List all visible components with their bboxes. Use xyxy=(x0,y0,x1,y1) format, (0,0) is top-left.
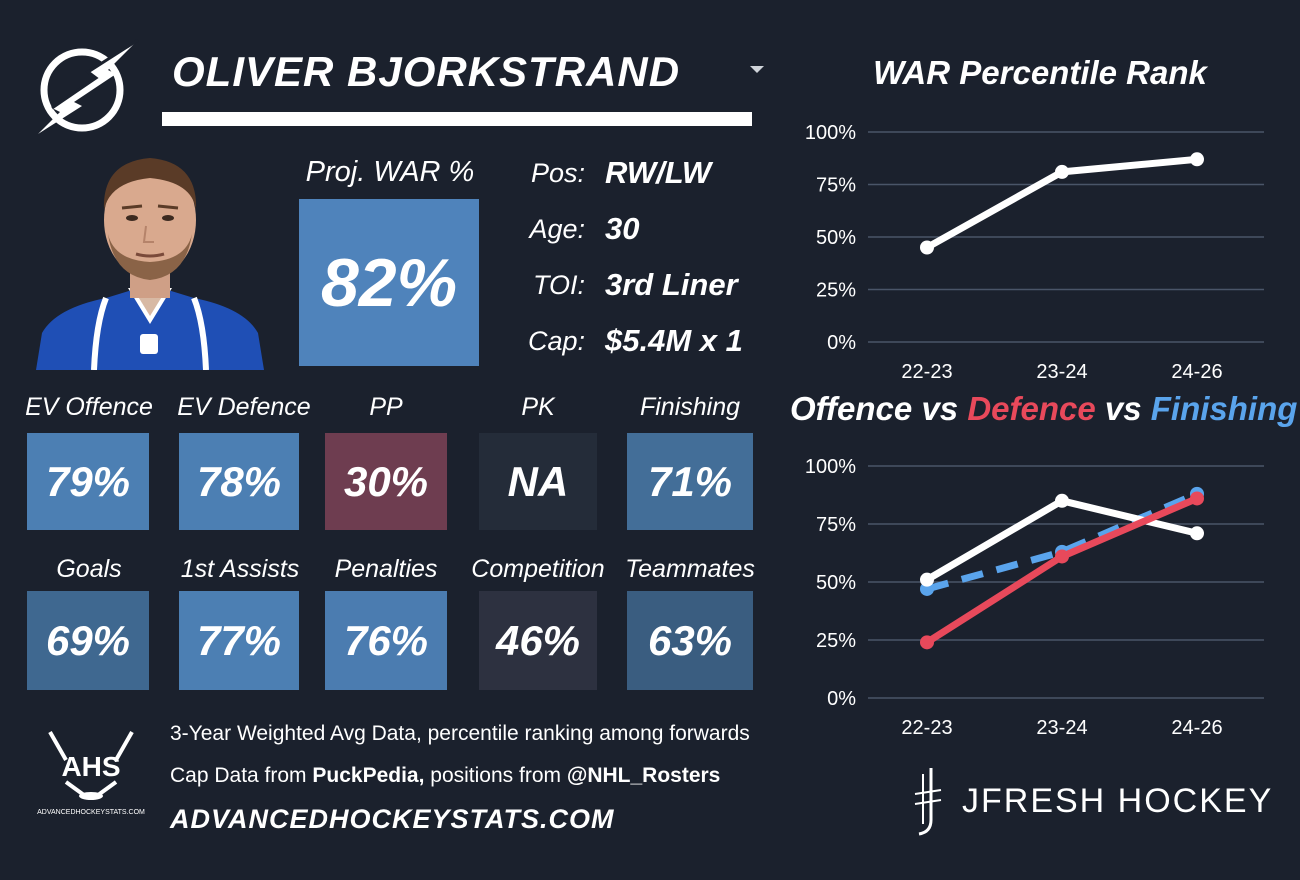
footer-data-note: 3-Year Weighted Avg Data, percentile ran… xyxy=(170,722,750,745)
x-tick-label: 22-23 xyxy=(901,717,952,739)
y-tick-label: 75% xyxy=(816,514,856,536)
tile-ev-offence: 79% xyxy=(27,433,149,530)
y-tick-label: 75% xyxy=(816,175,856,197)
chart2-title-offence: Offence xyxy=(790,390,913,427)
tile-label-1st-assists: 1st Assists xyxy=(180,555,300,583)
ahs-logo-subtext: ADVANCEDHOCKEYSTATS.COM xyxy=(37,809,145,816)
position-label: Pos: xyxy=(530,158,585,188)
age-label: Age: xyxy=(529,214,585,244)
y-tick-label: 100% xyxy=(805,456,856,478)
y-tick-label: 50% xyxy=(816,572,856,594)
offence-defence-finishing-chart: 0% 25% 50% 75% 100% 22-23 23-24 24-26 xyxy=(805,456,1264,739)
y-tick-label: 0% xyxy=(827,688,856,710)
tile-label-goals: Goals xyxy=(56,555,122,583)
data-point xyxy=(920,240,934,255)
series-line-finishing xyxy=(926,490,1199,593)
chart1-title: WAR Percentile Rank xyxy=(873,54,1207,91)
data-point xyxy=(1190,152,1204,167)
chart2-title-vs2: vs xyxy=(1095,390,1151,427)
chart2-title-vs1: vs xyxy=(912,390,968,427)
tile-label-pp: PP xyxy=(369,393,403,421)
chart2-title: Offence vs Defence vs Finishing xyxy=(790,388,1297,430)
chart2-title-defence: Defence xyxy=(967,390,1096,427)
footer-sources-prefix: Cap Data from xyxy=(170,764,313,787)
footer-sources: Cap Data from PuckPedia, positions from … xyxy=(170,762,720,790)
tile-label-ev-defence: EV Defence xyxy=(177,393,311,421)
cap-label: Cap: xyxy=(527,326,585,356)
brand-name: JFRESH HOCKEY xyxy=(962,782,1274,820)
x-tick-label: 22-23 xyxy=(901,361,952,380)
x-tick-label: 24-26 xyxy=(1171,361,1222,380)
position-value: RW/LW xyxy=(605,155,712,190)
tile-label-teammates: Teammates xyxy=(625,555,755,583)
tile-label-finishing: Finishing xyxy=(639,393,741,421)
ahs-logo-text: AHS xyxy=(61,751,120,782)
age-value: 30 xyxy=(605,211,640,246)
toi-label: TOI: xyxy=(532,270,585,300)
data-point xyxy=(1055,493,1069,508)
tile-1st-assists: 77% xyxy=(179,591,299,690)
footer-sources-mid: positions from xyxy=(424,764,567,787)
toi-value: 3rd Liner xyxy=(605,267,738,302)
y-tick-label: 25% xyxy=(816,630,856,652)
data-point xyxy=(1190,526,1204,541)
data-point xyxy=(920,572,934,587)
data-point xyxy=(1055,164,1069,179)
x-tick-label: 24-26 xyxy=(1171,717,1222,739)
tile-competition: 46% xyxy=(479,591,597,690)
tile-penalties: 76% xyxy=(325,591,447,690)
data-point xyxy=(1190,491,1204,506)
tile-pp: 30% xyxy=(325,433,447,530)
chart2-title-finishing: Finishing xyxy=(1150,390,1298,427)
tile-label-pk: PK xyxy=(521,393,555,421)
y-tick-label: 100% xyxy=(805,122,856,144)
player-name: OLIVER BJORKSTRAND xyxy=(172,48,681,95)
x-tick-label: 23-24 xyxy=(1036,361,1087,380)
footer-source-puckpedia[interactable]: PuckPedia, xyxy=(312,764,425,787)
data-point xyxy=(1055,549,1069,564)
footer-url[interactable]: ADVANCEDHOCKEYSTATS.COM xyxy=(170,804,615,834)
team-logo xyxy=(38,38,139,134)
y-tick-label: 50% xyxy=(816,227,856,249)
cap-value: $5.4M x 1 xyxy=(605,323,743,358)
war-percentile-chart: 0% 25% 50% 75% 100% 22-23 23-24 24-26 xyxy=(805,122,1264,380)
tile-pk: NA xyxy=(479,433,597,530)
tile-ev-defence: 78% xyxy=(179,433,299,530)
jfresh-logo-icon xyxy=(914,768,942,836)
data-point xyxy=(920,635,934,650)
player-headshot xyxy=(36,158,264,370)
tile-teammates: 63% xyxy=(627,591,753,690)
tile-goals: 69% xyxy=(27,591,149,690)
tile-label-penalties: Penalties xyxy=(334,555,438,583)
tile-finishing: 71% xyxy=(627,433,753,530)
x-tick-label: 23-24 xyxy=(1036,717,1087,739)
tile-label-ev-offence: EV Offence xyxy=(25,393,153,421)
footer-source-nhl-rosters[interactable]: @NHL_Rosters xyxy=(566,764,721,787)
ahs-logo: AHS ADVANCEDHOCKEYSTATS.COM xyxy=(37,731,145,816)
name-underline xyxy=(162,112,752,126)
proj-war-label: Proj. WAR % xyxy=(305,156,475,188)
tile-label-competition: Competition xyxy=(471,555,605,583)
proj-war-value: 82% xyxy=(299,199,479,366)
y-tick-label: 25% xyxy=(816,280,856,302)
y-tick-label: 0% xyxy=(827,332,856,354)
chevron-down-icon[interactable] xyxy=(748,62,766,78)
